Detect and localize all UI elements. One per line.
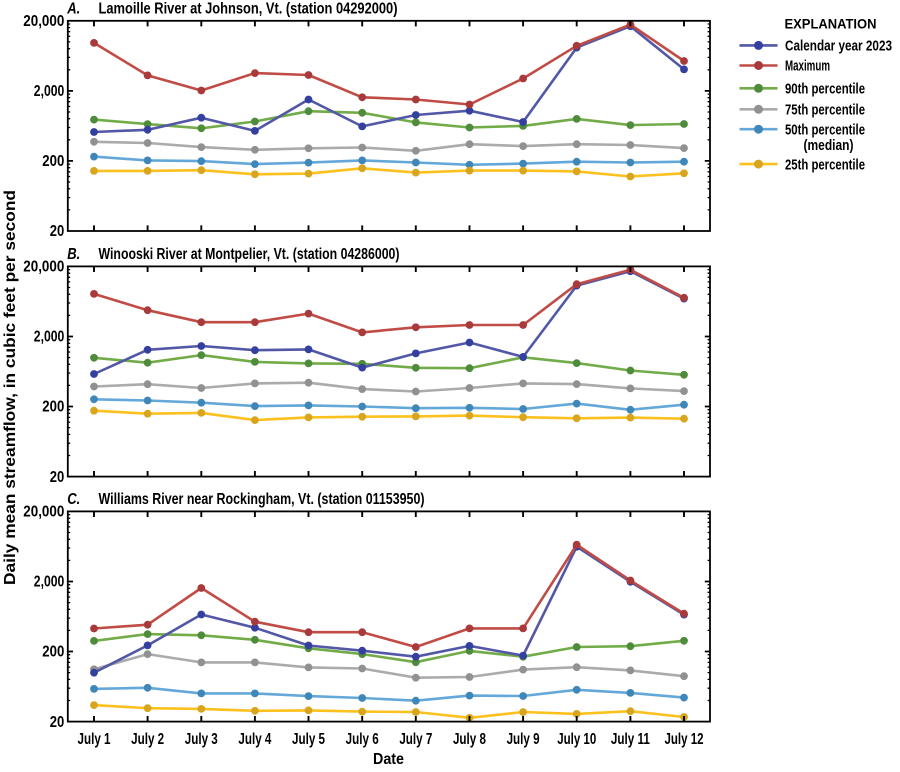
- svg-text:July 9: July 9: [507, 731, 540, 748]
- svg-text:200: 200: [42, 644, 64, 661]
- svg-text:B.: B.: [67, 246, 80, 263]
- svg-text:July 12: July 12: [665, 731, 704, 748]
- svg-text:Winooski River at Montpelier,: Winooski River at Montpelier, Vt. (stati…: [99, 246, 400, 263]
- svg-text:Lamoille River at Johnson, Vt.: Lamoille River at Johnson, Vt. (station …: [99, 1, 398, 18]
- svg-text:July 1: July 1: [78, 731, 111, 748]
- svg-text:July 6: July 6: [346, 731, 379, 748]
- svg-text:200: 200: [42, 399, 64, 416]
- svg-text:EXPLANATION: EXPLANATION: [785, 16, 877, 32]
- svg-text:75th percentile: 75th percentile: [785, 103, 865, 119]
- svg-text:2,000: 2,000: [34, 574, 65, 591]
- svg-text:Williams River near Rockingham: Williams River near Rockingham, Vt. (sta…: [99, 491, 425, 508]
- svg-text:July 7: July 7: [399, 731, 432, 748]
- svg-text:C.: C.: [67, 491, 80, 508]
- svg-text:July 8: July 8: [453, 731, 486, 748]
- svg-text:20,000: 20,000: [23, 13, 64, 30]
- svg-text:July 11: July 11: [611, 731, 650, 748]
- svg-text:200: 200: [42, 153, 64, 170]
- svg-text:July 2: July 2: [131, 731, 164, 748]
- svg-text:July 5: July 5: [292, 731, 325, 748]
- svg-text:20,000: 20,000: [23, 504, 64, 521]
- svg-text:25th percentile: 25th percentile: [785, 157, 865, 173]
- svg-text:20,000: 20,000: [23, 259, 64, 276]
- svg-text:A.: A.: [66, 1, 80, 18]
- svg-text:2,000: 2,000: [34, 83, 65, 100]
- svg-text:(median): (median): [804, 138, 854, 154]
- svg-text:Daily mean streamflow, in cubi: Daily mean streamflow, in cubic feet per…: [2, 190, 19, 585]
- svg-text:20: 20: [50, 714, 65, 731]
- svg-text:50th percentile: 50th percentile: [785, 122, 865, 138]
- svg-text:Date: Date: [373, 751, 404, 767]
- svg-text:Maximum: Maximum: [785, 59, 830, 75]
- svg-text:20: 20: [50, 469, 65, 486]
- svg-text:Calendar year 2023: Calendar year 2023: [785, 39, 892, 55]
- svg-text:July 4: July 4: [238, 731, 271, 748]
- svg-text:2,000: 2,000: [34, 329, 65, 346]
- svg-text:20: 20: [50, 223, 65, 240]
- svg-text:90th percentile: 90th percentile: [785, 82, 865, 98]
- svg-text:July 10: July 10: [557, 731, 596, 748]
- svg-text:July 3: July 3: [185, 731, 218, 748]
